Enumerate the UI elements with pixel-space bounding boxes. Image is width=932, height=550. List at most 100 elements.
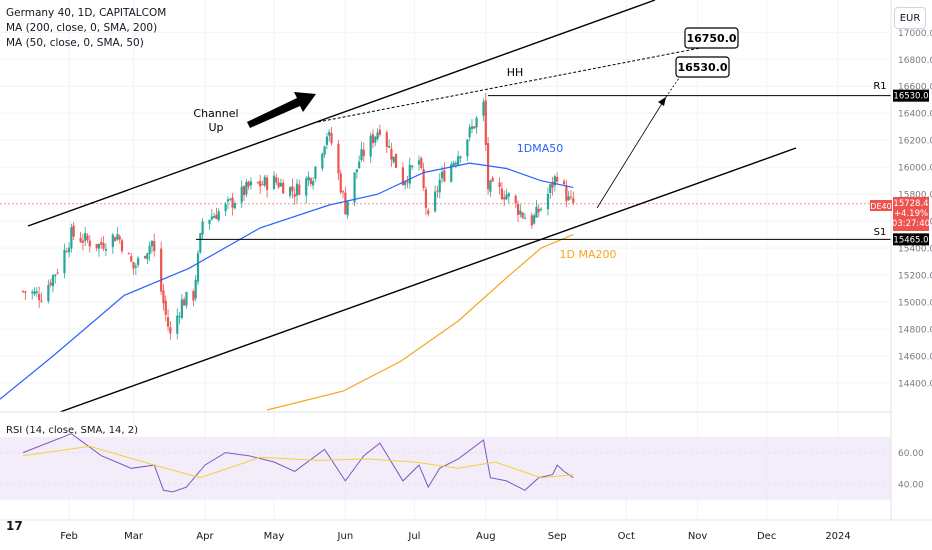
candle-body xyxy=(436,190,439,192)
candle-body xyxy=(24,291,27,293)
candle-body xyxy=(562,181,566,185)
candle-body xyxy=(434,191,437,212)
y-tick-label: 15000.0 xyxy=(898,299,932,309)
tradingview-logo[interactable]: 17 xyxy=(6,519,23,533)
ma200-legend[interactable]: MA (200, close, 0, SMA, 200) xyxy=(6,22,158,34)
ma50-legend[interactable]: MA (50, close, 0, SMA, 50) xyxy=(6,37,144,49)
candle-body xyxy=(355,169,358,173)
candle-body xyxy=(371,134,375,144)
candle-body xyxy=(114,237,117,242)
candle-body xyxy=(256,182,259,184)
candle-body xyxy=(97,244,101,249)
rsi-lines xyxy=(22,433,574,493)
candle-body xyxy=(344,192,347,215)
rsi-ma-line xyxy=(22,445,574,479)
target-16530-callout-text: 16530.0 xyxy=(677,61,727,74)
candle-body xyxy=(516,204,520,215)
candle-body xyxy=(84,233,87,241)
candle-body xyxy=(417,160,421,165)
ma50-label: 1DMA50 xyxy=(517,142,563,155)
candle-body xyxy=(500,188,504,200)
candle-body xyxy=(514,195,517,203)
candle-body xyxy=(404,181,407,186)
candle-body xyxy=(242,186,246,196)
y-tick-label: 14800.0 xyxy=(898,326,932,336)
candle-body xyxy=(102,243,105,249)
candle-body xyxy=(321,153,324,169)
candle-body xyxy=(390,148,393,160)
candle-body xyxy=(468,127,471,138)
candle-body xyxy=(275,177,278,183)
target-16750-callout[interactable]: 16750.0 xyxy=(684,27,739,49)
moving-averages xyxy=(0,162,574,411)
rsi-tick-label: 40.00 xyxy=(898,481,924,491)
rsi-legend[interactable]: RSI (14, close, SMA, 14, 2) xyxy=(6,425,139,436)
candle-body xyxy=(339,173,342,193)
candle-body xyxy=(166,317,170,327)
candle-body xyxy=(104,249,108,251)
candle-body xyxy=(314,166,317,179)
candle-body xyxy=(305,178,308,196)
candle-body xyxy=(265,177,269,190)
candle-body xyxy=(376,132,379,139)
candle-body xyxy=(489,180,492,192)
candle-body xyxy=(450,164,453,182)
projection-arrow-head xyxy=(658,97,666,106)
currency-button[interactable]: EUR xyxy=(894,7,926,29)
candle-body xyxy=(535,206,538,218)
candle-body xyxy=(33,291,36,295)
candle-body xyxy=(378,129,381,135)
candle-body xyxy=(111,234,114,248)
candle-body xyxy=(422,169,425,188)
y-tick-label: 14400.0 xyxy=(898,380,932,390)
candle-body xyxy=(387,146,391,148)
candle-body xyxy=(263,176,266,186)
target-16530-callout-box xyxy=(675,56,730,78)
last-price-badge-text: 15728.4 xyxy=(893,199,928,209)
candle-body xyxy=(183,299,186,306)
candle-body xyxy=(137,258,140,266)
ma200-line xyxy=(266,234,574,411)
candle-body xyxy=(196,252,200,282)
r1-price-badge-bg xyxy=(893,89,929,102)
candle-body xyxy=(394,153,398,168)
candle-body xyxy=(491,177,494,182)
s1-price-badge-bg xyxy=(893,233,929,246)
last-price-badge-text: 03:27:40 xyxy=(892,219,930,229)
candle-body xyxy=(116,234,119,240)
candle-body xyxy=(261,184,264,186)
candle-body xyxy=(341,191,345,193)
candle-body xyxy=(63,249,66,274)
candle-body xyxy=(374,136,377,143)
s1-price-badge-text: 15465.0 xyxy=(893,235,928,245)
rsi-tick-label: 60.00 xyxy=(898,449,924,459)
candle-body xyxy=(328,131,331,136)
candle-body xyxy=(178,316,181,318)
candle-body xyxy=(519,210,522,215)
last-price-badge-text: +4.19% xyxy=(894,209,928,219)
target-16750-callout-box xyxy=(684,27,739,49)
x-tick-label: Sep xyxy=(548,531,567,542)
symbol-badge-text: DE40 xyxy=(870,202,891,211)
candle-body xyxy=(86,235,89,241)
x-tick-label: 2024 xyxy=(825,531,850,542)
candle-body xyxy=(572,198,575,203)
candle-body xyxy=(240,186,243,203)
symbol-title[interactable]: Germany 40, 1D, CAPITALCOM xyxy=(6,7,167,19)
candle-body xyxy=(484,100,487,146)
candle-body xyxy=(176,315,179,334)
candle-body xyxy=(208,219,211,224)
candle-body xyxy=(210,216,213,220)
candle-body xyxy=(231,197,234,208)
candle-body xyxy=(498,182,501,188)
channel-up-arrow xyxy=(247,92,316,128)
candle-body xyxy=(567,196,570,201)
candle-body xyxy=(459,156,462,159)
candle-body xyxy=(56,272,59,274)
candle-body xyxy=(556,176,559,182)
candle-body xyxy=(539,208,543,211)
candle-body xyxy=(553,176,556,186)
target-16530-callout[interactable]: 16530.0 xyxy=(675,56,730,78)
